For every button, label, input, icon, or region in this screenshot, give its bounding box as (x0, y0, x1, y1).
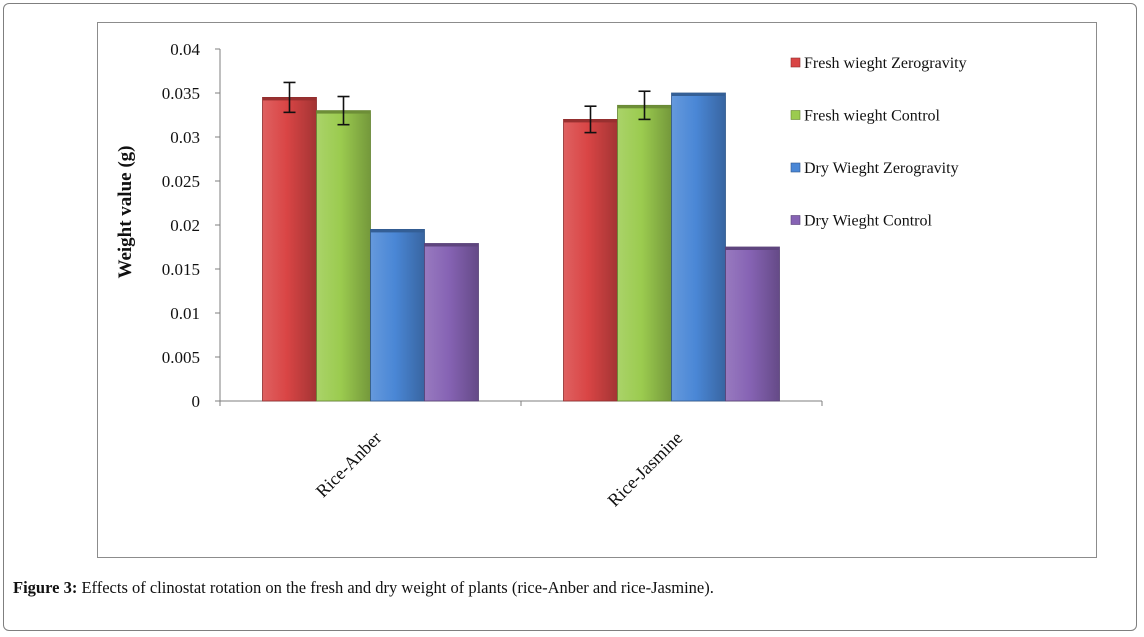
bar (424, 243, 479, 402)
error-bars (283, 81, 651, 134)
bar-top-edge (370, 229, 425, 233)
legend-label: Dry Wieght Control (804, 213, 932, 230)
bar-top-edge (671, 93, 726, 96)
y-tick-label: 0.02 (170, 216, 200, 235)
bar (725, 246, 780, 402)
chart-area-border (97, 22, 1097, 558)
y-tick-label: 0.03 (170, 128, 200, 147)
bar (262, 97, 317, 402)
legend-label: Dry Wieght Zerogravity (804, 160, 959, 177)
y-tick-label: 0.015 (162, 260, 200, 279)
x-category-label: Rice-Jasmine (604, 428, 687, 511)
legend-swatch (790, 110, 801, 120)
y-tick-label: 0.025 (162, 172, 200, 191)
bar (671, 92, 726, 402)
legend-label: Fresh wieght Zerogravity (804, 55, 967, 72)
y-tick-label: 0.005 (162, 348, 200, 367)
bar (316, 110, 371, 402)
figure-label: Figure 3: (13, 578, 78, 597)
bar-top-edge (725, 247, 780, 250)
legend-swatch (790, 162, 801, 173)
x-category-label: Rice-Anber (312, 428, 386, 502)
legend: Fresh wieght Zerogravity Fresh wieght Con… (790, 55, 967, 230)
bars (262, 92, 780, 402)
y-axis-label: Weight value (g) (115, 146, 136, 279)
y-tick-label: 0.01 (170, 304, 200, 323)
bar (563, 119, 618, 402)
bar-top-edge (424, 243, 479, 247)
y-tick-label: 0.035 (162, 84, 200, 103)
figure-caption: Figure 3: Effects of clinostat rotation … (13, 578, 714, 598)
bar (370, 228, 425, 402)
legend-swatch (790, 57, 801, 68)
y-tick-label: 0 (192, 392, 201, 411)
bar (617, 104, 672, 402)
caption-text: Effects of clinostat rotation on the fre… (77, 578, 714, 597)
legend-label: Fresh wieght Control (804, 108, 941, 125)
legend-swatch (790, 215, 801, 225)
y-tick-label: 0.04 (170, 40, 200, 59)
figure-frame (3, 3, 1137, 631)
